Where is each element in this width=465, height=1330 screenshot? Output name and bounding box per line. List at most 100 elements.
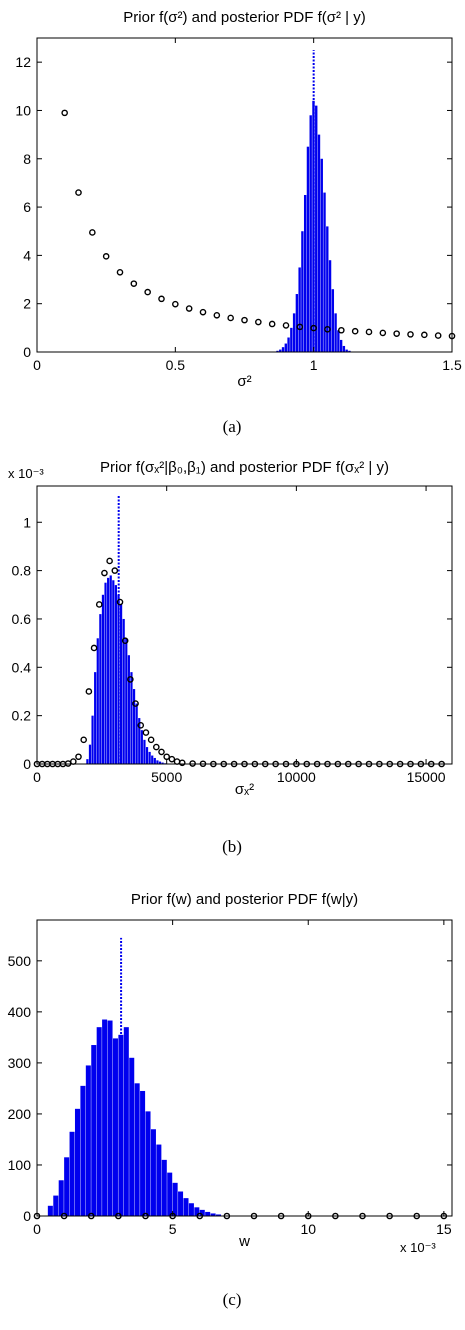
histogram-bar: [315, 105, 318, 352]
y-tick-label: 0: [23, 1208, 31, 1224]
histogram-bar: [276, 350, 279, 352]
x-axis-label: σₓ²: [235, 781, 254, 798]
prior-point: [158, 295, 165, 303]
axes-frame: [36, 919, 453, 1217]
prior-point: [90, 644, 98, 652]
histogram-bar: [199, 1209, 205, 1216]
prior-point: [116, 268, 124, 276]
histogram-bar: [58, 1180, 64, 1216]
prior-point: [127, 676, 134, 683]
prior-point: [393, 330, 400, 337]
prior-point: [111, 567, 119, 574]
x-tick-label: 0: [33, 1221, 41, 1237]
y-tick-label: 2: [23, 296, 31, 312]
histogram-bar: [138, 718, 141, 764]
histogram-bar: [178, 1191, 184, 1216]
histogram-bar: [156, 760, 159, 764]
histogram-bar: [101, 594, 105, 764]
chart-panel-a: Prior f(σ²) and posterior PDF f(σ² | y) 0…: [15, 9, 462, 436]
chart-title: Prior f(w) and posterior PDF f(w|y): [131, 891, 358, 908]
prior-point: [178, 759, 186, 767]
prior-point: [241, 316, 248, 324]
x-tick-label: 0: [33, 769, 41, 785]
histogram-bar: [91, 1045, 97, 1216]
histogram-bar: [320, 158, 323, 352]
prior-point: [338, 326, 345, 334]
histogram-bar: [118, 1034, 124, 1216]
histogram-bar: [284, 343, 287, 352]
x-tick-label: 5: [169, 1221, 177, 1237]
histogram-bar: [303, 195, 307, 352]
x-tick-label: 10: [300, 1221, 316, 1237]
prior-point: [296, 323, 304, 331]
histogram-bar: [114, 585, 118, 764]
prior-point: [158, 748, 165, 756]
prior-point: [407, 331, 414, 338]
histogram-bar: [158, 761, 162, 764]
histogram-bar: [290, 327, 293, 352]
prior-point: [70, 758, 77, 765]
histogram-bar: [120, 604, 123, 764]
prior-point: [227, 314, 234, 322]
chart-panel-b: Prior f(σₓ²|β₀,β₁) and posterior PDF f(σ…: [8, 459, 453, 856]
histogram-bar: [74, 1108, 80, 1216]
histogram-bar: [151, 755, 154, 764]
y-tick-label: 0: [23, 344, 31, 360]
x-axis-label: σ²: [237, 373, 251, 390]
histogram-bar: [85, 1065, 91, 1216]
histogram-bar: [112, 1038, 118, 1216]
histogram-bar: [287, 337, 290, 352]
prior-point: [89, 229, 96, 236]
prior-point: [268, 320, 276, 328]
histogram-bar: [107, 1020, 113, 1216]
prior-point: [379, 329, 387, 337]
histogram-bar: [328, 260, 332, 352]
histogram-bar: [334, 313, 337, 352]
y-tick-label: 4: [23, 247, 31, 263]
histogram-bar: [102, 1019, 108, 1216]
histogram-bar: [150, 1129, 156, 1216]
y-tick-label: 8: [23, 151, 31, 167]
prior-point: [172, 300, 179, 308]
y-tick-label: 0.2: [12, 708, 32, 724]
histogram-bar: [91, 715, 94, 764]
histogram-bar: [279, 349, 282, 352]
histogram-bar: [281, 347, 285, 352]
panel-caption: (c): [223, 1290, 242, 1309]
prior-point: [132, 700, 139, 707]
histogram-bar: [135, 703, 138, 764]
y-tick-label: 0.4: [12, 659, 32, 675]
histogram-bar: [326, 226, 329, 352]
y-tick-label: 12: [15, 54, 31, 70]
histogram-bar: [64, 1157, 70, 1216]
y-tick-label: 400: [8, 1004, 32, 1020]
histogram-bar: [148, 751, 151, 764]
histogram-bar: [161, 762, 164, 764]
panel-caption: (b): [222, 837, 242, 856]
histogram-bar: [153, 757, 156, 764]
axis-multiplier: x 10⁻³: [400, 1240, 436, 1255]
histogram-bar: [96, 638, 99, 764]
chart-title: Prior f(σₓ²|β₀,β₁) and posterior PDF f(σ…: [100, 459, 389, 476]
histogram-bar: [80, 1085, 86, 1216]
prior-point: [434, 332, 442, 339]
y-tick-label: 500: [8, 953, 32, 969]
prior-point: [130, 280, 138, 287]
histogram-bar: [323, 192, 326, 352]
histogram-bar: [306, 146, 310, 352]
histogram-bar: [156, 1144, 162, 1216]
x-tick-label: 5000: [151, 769, 182, 785]
histogram-bar: [127, 655, 130, 764]
histogram-bar: [125, 638, 128, 764]
histogram-bar: [317, 134, 321, 352]
x-tick-label: 1: [310, 357, 318, 373]
histogram-bar: [167, 1172, 173, 1216]
axis-multiplier: x 10⁻³: [8, 466, 44, 481]
prior-point: [173, 758, 181, 765]
histogram-bar: [132, 689, 136, 764]
histogram-bar: [123, 1027, 129, 1216]
histogram-bar: [99, 614, 102, 764]
histogram-bar: [140, 730, 143, 764]
histogram-bar: [107, 577, 110, 764]
